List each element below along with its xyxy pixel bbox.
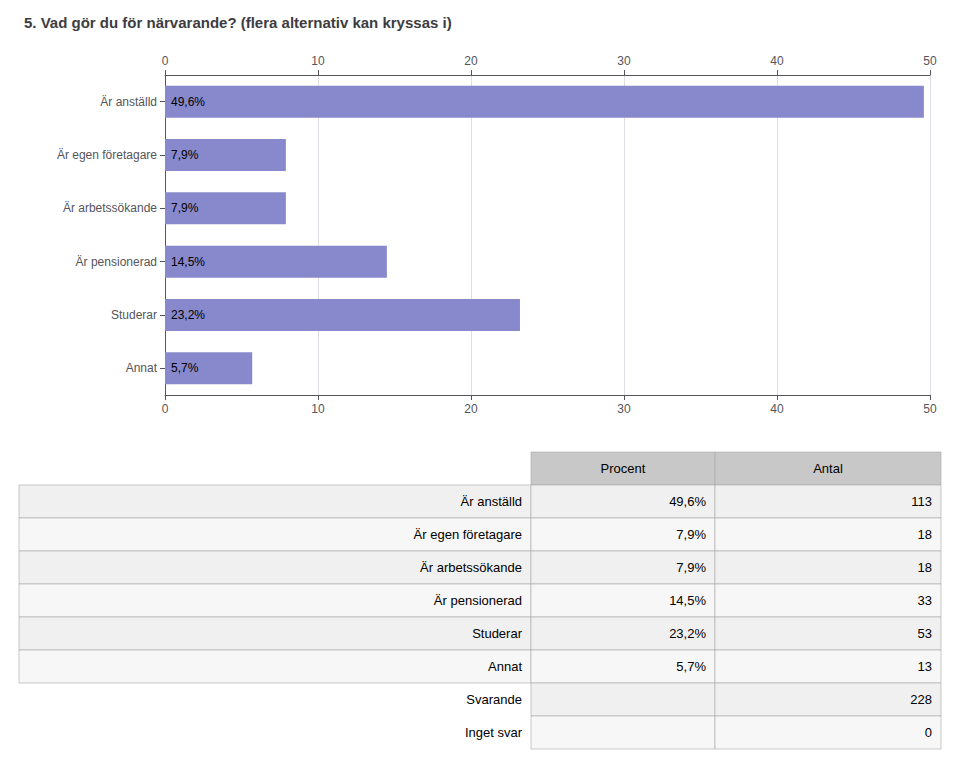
svg-text:Antal: Antal (813, 461, 843, 476)
svg-text:0: 0 (162, 402, 169, 416)
svg-text:7,9%: 7,9% (171, 201, 199, 215)
svg-text:10: 10 (311, 402, 325, 416)
svg-text:Är pensionerad: Är pensionerad (434, 593, 522, 608)
svg-text:40: 40 (770, 54, 784, 68)
svg-text:Svarande: Svarande (466, 692, 522, 707)
svg-text:14,5%: 14,5% (669, 593, 706, 608)
svg-text:53: 53 (918, 626, 932, 641)
svg-text:7,9%: 7,9% (676, 527, 706, 542)
svg-text:5. Vad gör du för närvarande?: 5. Vad gör du för närvarande? (flera alt… (24, 14, 452, 31)
svg-text:40: 40 (770, 402, 784, 416)
svg-text:13: 13 (918, 659, 932, 674)
svg-text:Är pensionerad: Är pensionerad (76, 255, 157, 269)
svg-text:0: 0 (925, 725, 932, 740)
svg-text:23,2%: 23,2% (669, 626, 706, 641)
svg-text:Annat: Annat (488, 659, 522, 674)
svg-text:18: 18 (918, 527, 932, 542)
svg-text:Är arbetssökande: Är arbetssökande (63, 201, 157, 215)
svg-text:20: 20 (464, 54, 478, 68)
svg-text:228: 228 (910, 692, 932, 707)
svg-text:Procent: Procent (601, 461, 646, 476)
svg-text:Är anställd: Är anställd (100, 95, 157, 109)
svg-text:5,7%: 5,7% (676, 659, 706, 674)
svg-text:113: 113 (911, 494, 932, 509)
svg-text:Är egen företagare: Är egen företagare (414, 527, 522, 542)
svg-text:0: 0 (162, 54, 169, 68)
svg-text:Är egen företagare: Är egen företagare (57, 148, 157, 162)
svg-text:30: 30 (617, 402, 631, 416)
svg-text:18: 18 (918, 560, 932, 575)
svg-text:20: 20 (464, 402, 478, 416)
svg-text:10: 10 (311, 54, 325, 68)
svg-text:Annat: Annat (126, 361, 158, 375)
svg-text:23,2%: 23,2% (171, 308, 205, 322)
svg-text:49,6%: 49,6% (669, 494, 706, 509)
svg-text:Studerar: Studerar (111, 308, 157, 322)
svg-text:Inget svar: Inget svar (465, 725, 523, 740)
svg-text:14,5%: 14,5% (171, 255, 205, 269)
svg-text:50: 50 (923, 54, 937, 68)
svg-text:49,6%: 49,6% (171, 95, 205, 109)
svg-text:50: 50 (923, 402, 937, 416)
svg-text:Studerar: Studerar (472, 626, 523, 641)
svg-text:33: 33 (918, 593, 932, 608)
svg-text:Är arbetssökande: Är arbetssökande (420, 560, 522, 575)
svg-text:Är anställd: Är anställd (461, 494, 522, 509)
svg-text:30: 30 (617, 54, 631, 68)
svg-text:7,9%: 7,9% (171, 148, 199, 162)
svg-text:7,9%: 7,9% (676, 560, 706, 575)
svg-text:5,7%: 5,7% (171, 361, 199, 375)
